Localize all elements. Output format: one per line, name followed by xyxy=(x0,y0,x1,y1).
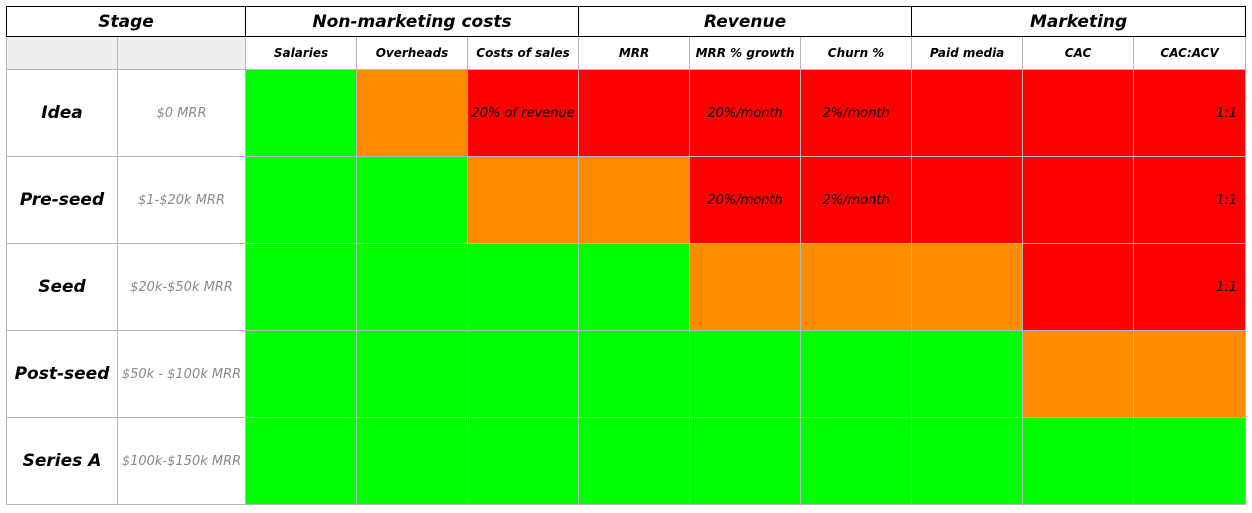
status-cell xyxy=(911,69,1024,157)
status-cell xyxy=(689,243,802,331)
table-row: Series A $100k-$150k MRR xyxy=(6,417,1247,505)
status-cell: 2%/month xyxy=(800,69,913,157)
column-header-mrr-growth: MRR % growth xyxy=(689,36,802,70)
status-cell xyxy=(356,417,469,505)
status-cell xyxy=(245,417,358,505)
status-cell xyxy=(800,243,913,331)
column-header-overheads: Overheads xyxy=(356,36,469,70)
stage-name: Seed xyxy=(6,243,118,331)
status-cell xyxy=(356,243,469,331)
blank-header-cell xyxy=(6,36,118,70)
column-header-churn: Churn % xyxy=(800,36,913,70)
status-cell xyxy=(578,417,691,505)
status-cell xyxy=(911,417,1024,505)
status-cell: 2%/month xyxy=(800,156,913,244)
status-cell xyxy=(800,417,913,505)
status-cell xyxy=(800,330,913,418)
stage-name: Series A xyxy=(6,417,118,505)
table-row: Seed $20k-$50k MRR 1:1 xyxy=(6,243,1247,331)
status-cell xyxy=(245,330,358,418)
column-header-mrr: MRR xyxy=(578,36,691,70)
stage-name: Pre-seed xyxy=(6,156,118,244)
stage-mrr-range: $0 MRR xyxy=(116,69,247,157)
status-cell xyxy=(1022,243,1135,331)
table-row: Idea $0 MRR 20% of revenue 20%/month 2%/mont… xyxy=(6,69,1247,157)
column-header-costs-of-sales: Costs of sales xyxy=(467,36,580,70)
status-cell xyxy=(356,156,469,244)
column-header-salaries: Salaries xyxy=(245,36,358,70)
status-cell xyxy=(689,417,802,505)
status-cell xyxy=(1133,330,1247,418)
status-cell xyxy=(578,243,691,331)
status-cell xyxy=(1022,156,1135,244)
status-cell xyxy=(911,156,1024,244)
status-cell: 1:1 xyxy=(1133,243,1247,331)
non-marketing-costs-header: Non-marketing costs xyxy=(245,6,580,37)
column-header-row: Salaries Overheads Costs of sales MRR MR… xyxy=(6,36,1247,70)
stage-mrr-range: $20k-$50k MRR xyxy=(116,243,247,331)
status-cell xyxy=(467,156,580,244)
status-cell xyxy=(245,156,358,244)
status-cell: 20%/month xyxy=(689,156,802,244)
status-cell xyxy=(356,69,469,157)
status-cell xyxy=(911,243,1024,331)
stage-header: Stage xyxy=(5,6,247,37)
stage-mrr-range: $100k-$150k MRR xyxy=(116,417,247,505)
status-cell xyxy=(245,243,358,331)
column-header-cac-acv: CAC:ACV xyxy=(1133,36,1247,70)
status-cell xyxy=(1022,417,1135,505)
table-row: Post-seed $50k - $100k MRR xyxy=(6,330,1247,418)
status-cell xyxy=(245,69,358,157)
status-cell xyxy=(578,69,691,157)
status-cell xyxy=(578,330,691,418)
column-header-cac: CAC xyxy=(1022,36,1135,70)
column-header-paid-media: Paid media xyxy=(911,36,1024,70)
status-cell xyxy=(911,330,1024,418)
stage-mrr-range: $50k - $100k MRR xyxy=(116,330,247,418)
status-cell: 1:1 xyxy=(1133,156,1247,244)
status-cell xyxy=(578,156,691,244)
status-cell xyxy=(1022,330,1135,418)
stage-cost-matrix: Stage Non-marketing costs Revenue Market… xyxy=(5,6,1247,505)
blank-header-cell xyxy=(116,36,247,70)
status-cell: 20% of revenue xyxy=(467,69,580,157)
status-cell xyxy=(1133,417,1247,505)
status-cell xyxy=(467,330,580,418)
status-cell xyxy=(356,330,469,418)
stage-name: Post-seed xyxy=(6,330,118,418)
status-cell xyxy=(467,417,580,505)
status-cell xyxy=(467,243,580,331)
status-cell xyxy=(1022,69,1135,157)
stage-mrr-range: $1-$20k MRR xyxy=(116,156,247,244)
status-cell: 1:1 xyxy=(1133,69,1247,157)
revenue-header: Revenue xyxy=(578,6,913,37)
table-row: Pre-seed $1-$20k MRR 20%/month 2%/month 1:1 xyxy=(6,156,1247,244)
marketing-header: Marketing xyxy=(911,6,1247,37)
status-cell xyxy=(689,330,802,418)
stage-name: Idea xyxy=(6,69,118,157)
status-cell: 20%/month xyxy=(689,69,802,157)
